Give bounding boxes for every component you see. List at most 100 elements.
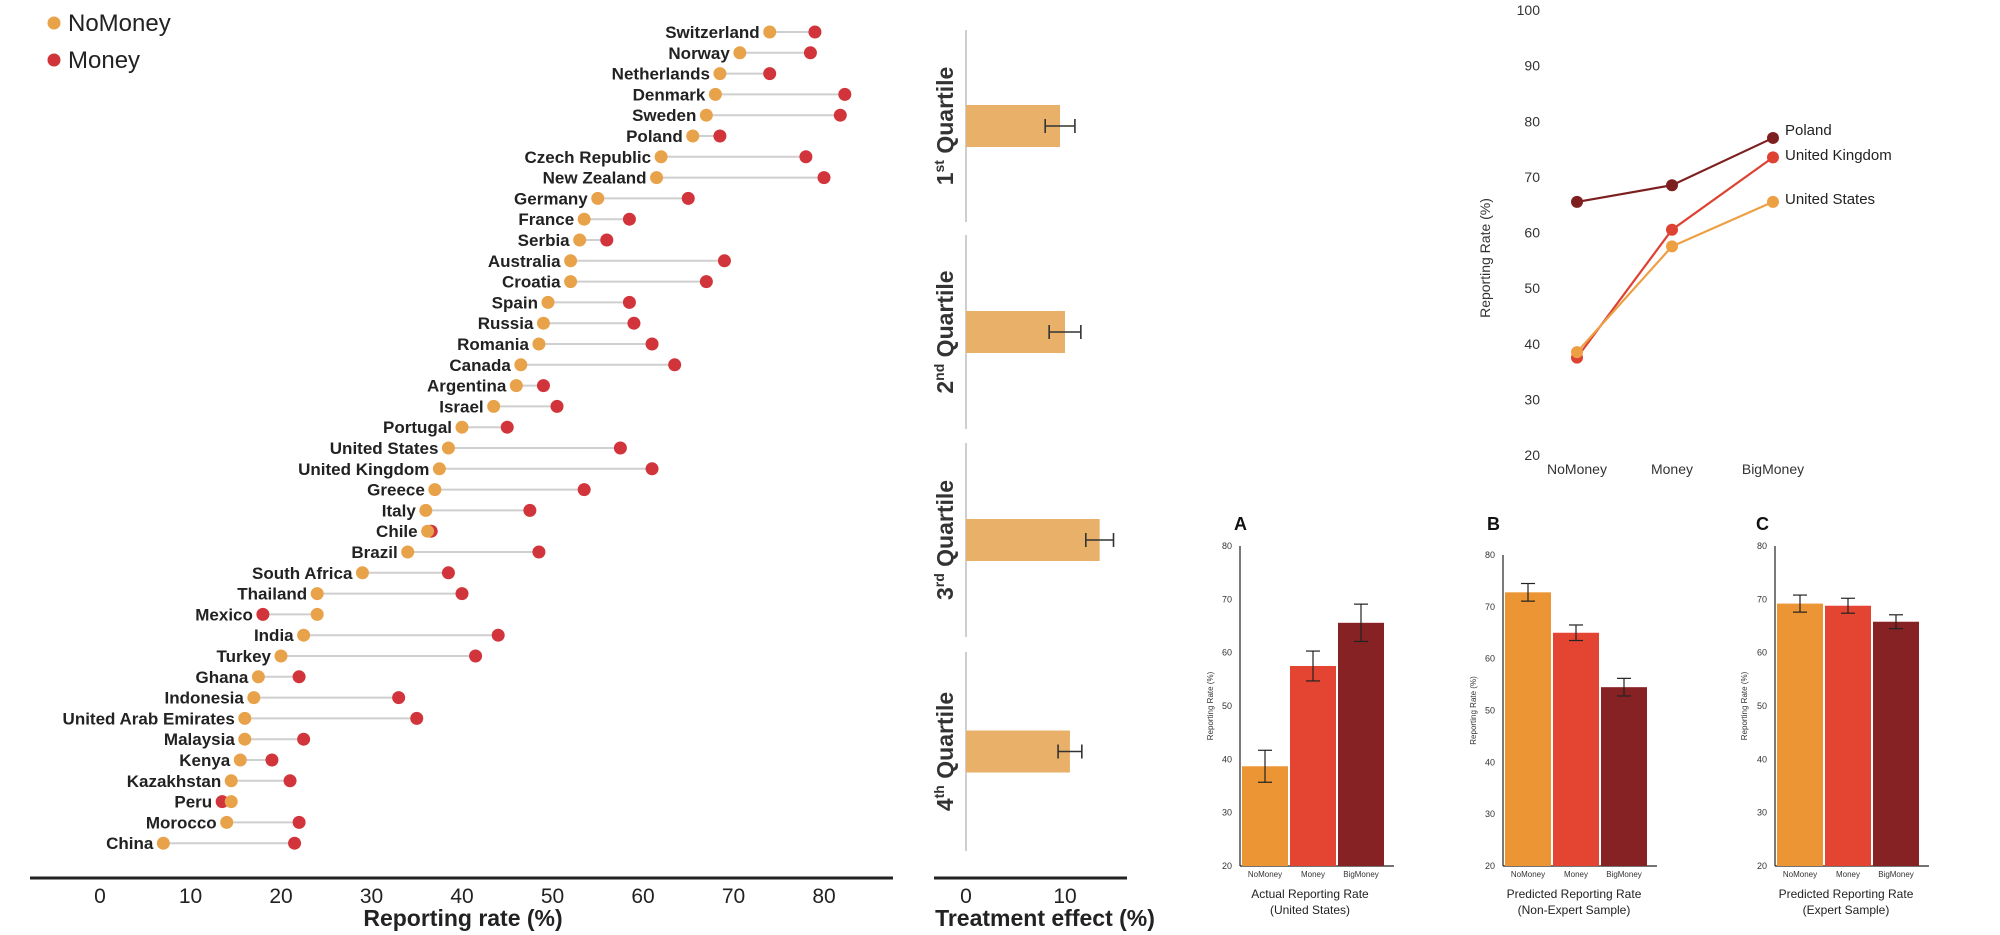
- quartile-panel: 3rd Quartile: [931, 443, 1115, 637]
- panel-y-tick: 30: [1222, 808, 1232, 818]
- country-label: Italy: [382, 501, 417, 520]
- nomoney-point: [564, 254, 578, 268]
- panel-bar: [1825, 605, 1871, 866]
- panel-bar: [1290, 666, 1336, 866]
- panel-y-tick: 30: [1485, 809, 1495, 819]
- money-point: [500, 420, 514, 434]
- line-y-tick: 60: [1524, 225, 1540, 241]
- panel-letter: C: [1756, 514, 1769, 534]
- money-point: [392, 691, 406, 705]
- country-label: Greece: [367, 481, 425, 500]
- country-label: Canada: [449, 356, 511, 375]
- nomoney-point: [541, 295, 555, 309]
- line-y-tick: 50: [1524, 280, 1540, 296]
- treatment-bar: [966, 105, 1061, 147]
- panel-y-tick: 30: [1757, 808, 1767, 818]
- legend-money-label: Money: [68, 47, 140, 74]
- nomoney-point: [274, 649, 288, 663]
- money-point: [622, 295, 636, 309]
- nomoney-point: [428, 483, 442, 497]
- panel-x-tick: Money: [1564, 870, 1588, 879]
- dumbbell-row: Netherlands: [612, 65, 777, 84]
- nomoney-point: [224, 795, 238, 809]
- panel-y-tick: 40: [1222, 754, 1232, 764]
- country-label: New Zealand: [543, 169, 647, 188]
- money-point: [469, 649, 483, 663]
- treatment-bars: 1st Quartile 2nd Quartile 3rd Quartile 4th …: [931, 30, 1115, 851]
- money-point: [613, 441, 627, 455]
- country-label: Germany: [514, 189, 588, 208]
- panel-caption-line: Actual Reporting Rate: [1251, 887, 1369, 901]
- panel-y-tick: 40: [1757, 754, 1767, 764]
- dumbbell-x-ticks: 0 10 20 30 40 50 60 70 80: [94, 885, 836, 908]
- dumbbell-row: Turkey: [217, 647, 483, 666]
- money-point: [550, 399, 564, 413]
- nomoney-point: [432, 462, 446, 476]
- dumbbell-row: Sweden: [632, 106, 847, 125]
- series-point: [1666, 179, 1678, 192]
- country-label: India: [254, 626, 294, 645]
- line-y-tick: 90: [1524, 58, 1540, 74]
- nomoney-point: [532, 337, 546, 351]
- series-point: [1767, 151, 1779, 164]
- series-line: [1576, 136, 1774, 203]
- panel-y-tick: 80: [1222, 541, 1232, 551]
- money-point: [441, 566, 455, 580]
- panel-y-tick: 70: [1222, 594, 1232, 604]
- nomoney-point: [310, 607, 324, 621]
- country-label: Portugal: [383, 418, 452, 437]
- line-y-tick: 80: [1524, 113, 1540, 129]
- money-point: [536, 379, 550, 393]
- nomoney-point: [591, 191, 605, 205]
- panel-y-label: Reporting Rate (%): [1740, 671, 1749, 740]
- country-label: Chile: [376, 522, 418, 541]
- money-point: [297, 732, 311, 746]
- dumbbell-row: Russia: [478, 314, 641, 333]
- dumbbell-row: New Zealand: [543, 169, 831, 188]
- series-point: [1767, 131, 1779, 144]
- money-point: [283, 774, 297, 788]
- panel-y-tick: 50: [1485, 706, 1495, 716]
- nomoney-point: [686, 129, 700, 143]
- line-y-tick: 40: [1524, 336, 1540, 352]
- dumbbell-row: Denmark: [633, 85, 852, 104]
- line-x-tick: BigMoney: [1742, 461, 1804, 477]
- country-label: Argentina: [427, 377, 507, 396]
- country-label: Denmark: [633, 85, 706, 104]
- nomoney-point: [654, 150, 668, 164]
- panel-y-tick: 20: [1485, 861, 1495, 871]
- money-point: [410, 711, 424, 725]
- series-point: [1666, 240, 1678, 253]
- money-point: [600, 233, 614, 247]
- panel-x-tick: Money: [1301, 870, 1325, 879]
- series-point: [1571, 346, 1583, 359]
- panel-y-tick: 70: [1757, 594, 1767, 604]
- panel-y-tick: 50: [1222, 701, 1232, 711]
- country-label: Spain: [492, 293, 538, 312]
- money-point: [808, 25, 822, 39]
- legend-nomoney-marker: [47, 16, 61, 30]
- money-point: [645, 337, 659, 351]
- dumbbell-row: Argentina: [427, 377, 550, 396]
- nomoney-point: [220, 815, 234, 829]
- panel-y-tick: 70: [1485, 602, 1495, 612]
- panel-y-tick: 20: [1222, 861, 1232, 871]
- panel-x-tick: NoMoney: [1248, 870, 1282, 879]
- country-label: Croatia: [502, 273, 561, 292]
- dumbbell-row: France: [518, 210, 636, 229]
- country-label: Peru: [174, 793, 212, 812]
- dumbbell-row: Germany: [514, 189, 695, 208]
- line-y-tick: 70: [1524, 169, 1540, 185]
- money-point: [523, 503, 537, 517]
- line-x-ticks: NoMoney Money BigMoney: [1547, 461, 1804, 477]
- panel-caption-line: Predicted Reporting Rate: [1507, 887, 1642, 901]
- dumbbell-x-tick: 50: [541, 885, 564, 908]
- country-label: Romania: [457, 335, 529, 354]
- dumbbell-row: India: [254, 626, 505, 645]
- nomoney-point: [514, 358, 528, 372]
- line-chart: 20 30 40 50 60 70 80 90 100 NoMoney Money BigMoney…: [1477, 2, 1892, 477]
- country-label: Russia: [478, 314, 534, 333]
- nomoney-point: [297, 628, 311, 642]
- bar-panels: A 20 30 40 50 60 70 80 Reporting Rate (%) NoMoney…: [1206, 514, 1929, 917]
